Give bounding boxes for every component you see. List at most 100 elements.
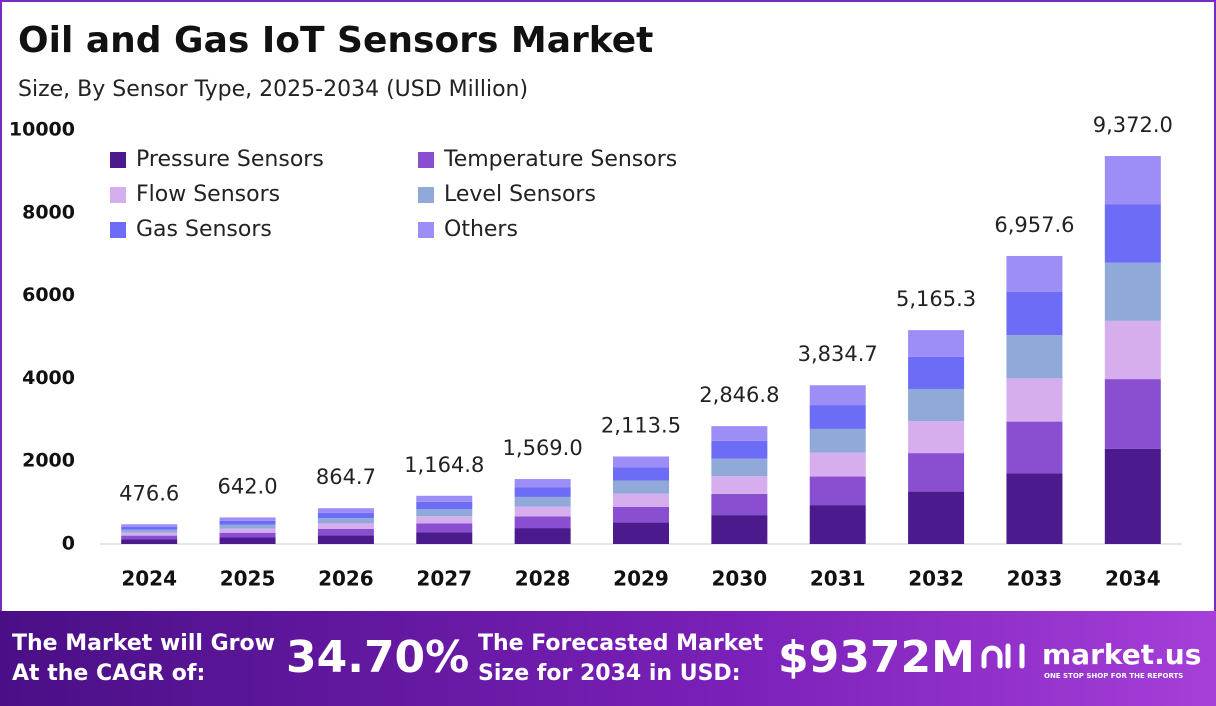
bar-segment bbox=[711, 426, 768, 441]
y-tick-label: 4000 bbox=[22, 367, 75, 389]
bar-segment bbox=[317, 518, 374, 524]
bar-segment bbox=[1104, 448, 1161, 544]
legend-label: Level Sensors bbox=[444, 182, 596, 207]
bar-segment bbox=[219, 532, 276, 538]
bar-segment bbox=[711, 440, 768, 459]
bar-segment bbox=[219, 520, 276, 525]
bar-segment bbox=[613, 467, 669, 481]
legend-swatch bbox=[110, 222, 126, 238]
total-label: 2,113.5 bbox=[601, 414, 681, 438]
cagr-value: 34.70% bbox=[286, 632, 469, 683]
y-tick-label: 0 bbox=[62, 533, 75, 555]
bar-segment bbox=[514, 528, 571, 544]
bar-segment bbox=[711, 458, 768, 477]
bar-segment bbox=[121, 524, 178, 527]
x-tick-label: 2026 bbox=[318, 567, 374, 591]
total-label: 9,372.0 bbox=[1093, 113, 1173, 137]
bar-segment bbox=[121, 532, 178, 536]
bar-segment bbox=[908, 453, 965, 492]
forecast-text: Size for 2034 in USD: bbox=[478, 661, 741, 686]
x-tick-label: 2024 bbox=[121, 567, 177, 591]
brand: market.us bbox=[1042, 638, 1201, 671]
bar-segment bbox=[809, 405, 866, 429]
total-label: 642.0 bbox=[217, 474, 277, 498]
x-tick-label: 2031 bbox=[810, 567, 866, 591]
bar-segment bbox=[317, 508, 374, 513]
bar-segment bbox=[711, 515, 768, 544]
bar-segment bbox=[1006, 255, 1063, 292]
x-tick-label: 2032 bbox=[908, 567, 964, 591]
bar-segment bbox=[1006, 335, 1063, 379]
bar-segment bbox=[809, 505, 866, 544]
bar-segment bbox=[809, 385, 866, 406]
bar-segment bbox=[1006, 378, 1063, 422]
bar-segment bbox=[121, 535, 178, 540]
bar-segment bbox=[809, 452, 866, 477]
bar-segment bbox=[1104, 155, 1161, 205]
bar-segment bbox=[809, 476, 866, 506]
bar-segment bbox=[613, 522, 669, 544]
bar-segment bbox=[121, 526, 178, 530]
legend-swatch bbox=[110, 187, 126, 203]
bar-segment bbox=[514, 506, 571, 517]
y-tick-label: 6000 bbox=[22, 284, 75, 306]
bar-segment bbox=[711, 476, 768, 494]
bar-segment bbox=[317, 523, 374, 529]
bar-segment bbox=[1104, 320, 1161, 380]
bar-segment bbox=[613, 480, 669, 494]
bar-segment bbox=[1104, 204, 1161, 263]
bar-segment bbox=[317, 535, 374, 544]
bar-segment bbox=[711, 493, 768, 516]
chart-title: Oil and Gas IoT Sensors Market bbox=[18, 20, 653, 61]
bar-segment bbox=[416, 509, 473, 517]
bar-segment bbox=[416, 495, 473, 502]
total-label: 1,164.8 bbox=[404, 453, 484, 477]
bar-segment bbox=[416, 516, 473, 524]
bar-segment bbox=[1006, 421, 1063, 474]
bar-segment bbox=[416, 501, 473, 510]
total-label: 6,957.6 bbox=[994, 213, 1074, 237]
legend-swatch bbox=[418, 222, 434, 238]
footer-banner bbox=[0, 611, 1216, 706]
legend-label: Temperature Sensors bbox=[443, 147, 677, 172]
bar-segment bbox=[908, 388, 965, 422]
bar-segment bbox=[514, 496, 571, 507]
bar-segment bbox=[613, 493, 669, 507]
bar-segment bbox=[613, 506, 669, 523]
bar-segment bbox=[219, 517, 276, 521]
tagline: ONE STOP SHOP FOR THE REPORTS bbox=[1044, 672, 1183, 680]
legend-label: Flow Sensors bbox=[136, 182, 280, 207]
bar-segment bbox=[219, 528, 276, 533]
x-tick-label: 2034 bbox=[1105, 567, 1161, 591]
bar-segment bbox=[317, 512, 374, 519]
y-tick-label: 10000 bbox=[9, 119, 75, 141]
bar-segment bbox=[317, 528, 374, 536]
bar-segment bbox=[514, 479, 571, 488]
x-tick-label: 2030 bbox=[712, 567, 768, 591]
bar-segment bbox=[908, 421, 965, 454]
cagr-text: The Market will Grow bbox=[12, 631, 275, 656]
cagr-text: At the CAGR of: bbox=[12, 661, 205, 686]
logo-icon bbox=[981, 643, 1025, 669]
total-label: 5,165.3 bbox=[896, 287, 976, 311]
legend-label: Gas Sensors bbox=[136, 217, 272, 242]
bar-segment bbox=[219, 524, 276, 529]
bar-segment bbox=[809, 428, 866, 453]
total-label: 864.7 bbox=[316, 465, 376, 489]
bar-segment bbox=[514, 487, 571, 497]
legend-label: Pressure Sensors bbox=[136, 147, 324, 172]
total-label: 2,846.8 bbox=[699, 383, 779, 407]
bar-segment bbox=[121, 539, 178, 544]
x-tick-label: 2033 bbox=[1007, 567, 1063, 591]
bar-segment bbox=[219, 537, 276, 544]
x-tick-label: 2025 bbox=[220, 567, 276, 591]
bar-segment bbox=[416, 532, 473, 544]
legend-swatch bbox=[418, 152, 434, 168]
total-label: 3,834.7 bbox=[798, 342, 878, 366]
x-tick-label: 2028 bbox=[515, 567, 571, 591]
legend-label: Others bbox=[444, 217, 518, 242]
bar-segment bbox=[514, 516, 571, 529]
forecast-text: The Forecasted Market bbox=[478, 631, 764, 656]
total-label: 1,569.0 bbox=[503, 436, 583, 460]
